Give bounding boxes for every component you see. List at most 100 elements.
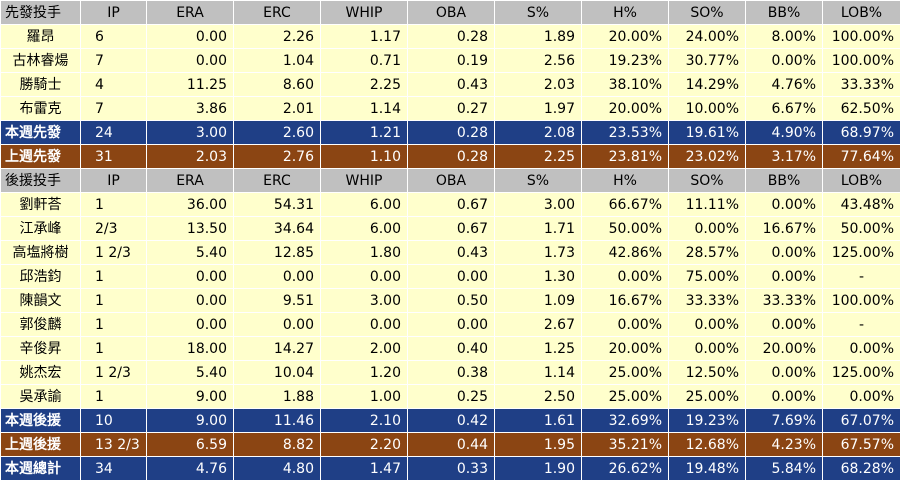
- cell-h-pct: 20.00%: [582, 97, 669, 121]
- cell-pitcher: 吳承諭: [1, 385, 81, 409]
- header-ip: IP: [81, 1, 147, 25]
- cell-s-pct: 2.67: [495, 313, 582, 337]
- cell-ip: 1 2/3: [81, 241, 147, 265]
- cell-era: 36.00: [147, 193, 234, 217]
- cell-pitcher: 羅昂: [1, 25, 81, 49]
- cell-lob-pct: 100.00%: [823, 25, 900, 49]
- cell-h-pct: 0.00%: [582, 265, 669, 289]
- cell-bb-pct: 0.00%: [746, 49, 823, 73]
- cell-era: 11.25: [147, 73, 234, 97]
- cell-s-pct: 1.89: [495, 25, 582, 49]
- header-h-pct: H%: [582, 1, 669, 25]
- cell-s-pct: 2.56: [495, 49, 582, 73]
- cell-s-pct: 1.97: [495, 97, 582, 121]
- cell-erc: 2.60: [234, 121, 321, 145]
- cell-pitcher: 姚杰宏: [1, 361, 81, 385]
- cell-bb-pct: 4.76%: [746, 73, 823, 97]
- cell-ip: 1 2/3: [81, 361, 147, 385]
- cell-era: 18.00: [147, 337, 234, 361]
- cell-lob-pct: 67.07%: [823, 409, 900, 433]
- cell-ip: 13 2/3: [81, 433, 147, 457]
- cell-erc: 4.80: [234, 457, 321, 481]
- header-whip: WHIP: [321, 169, 408, 193]
- cell-bb-pct: 0.00%: [746, 361, 823, 385]
- cell-pitcher: 郭俊麟: [1, 313, 81, 337]
- cell-oba: 0.00: [408, 265, 495, 289]
- cell-so-pct: 28.57%: [669, 241, 746, 265]
- cell-so-pct: 11.11%: [669, 193, 746, 217]
- cell-lob-pct: 33.33%: [823, 73, 900, 97]
- header-era: ERA: [147, 169, 234, 193]
- cell-erc: 8.60: [234, 73, 321, 97]
- cell-bb-pct: 20.00%: [746, 337, 823, 361]
- cell-oba: 0.43: [408, 241, 495, 265]
- cell-whip: 6.00: [321, 217, 408, 241]
- cell-erc: 54.31: [234, 193, 321, 217]
- cell-bb-pct: 0.00%: [746, 385, 823, 409]
- cell-era: 13.50: [147, 217, 234, 241]
- header-so-pct: SO%: [669, 1, 746, 25]
- cell-erc: 2.26: [234, 25, 321, 49]
- cell-erc: 1.88: [234, 385, 321, 409]
- cell-ip: 7: [81, 97, 147, 121]
- cell-erc: 0.00: [234, 313, 321, 337]
- cell-so-pct: 75.00%: [669, 265, 746, 289]
- cell-lob-pct: 68.28%: [823, 457, 900, 481]
- cell-h-pct: 0.00%: [582, 313, 669, 337]
- cell-erc: 8.82: [234, 433, 321, 457]
- cell-h-pct: 38.10%: [582, 73, 669, 97]
- cell-oba: 0.00: [408, 313, 495, 337]
- cell-bb-pct: 0.00%: [746, 193, 823, 217]
- cell-h-pct: 16.67%: [582, 289, 669, 313]
- cell-whip: 1.00: [321, 385, 408, 409]
- cell-lob-pct: 125.00%: [823, 361, 900, 385]
- cell-h-pct: 35.21%: [582, 433, 669, 457]
- cell-bb-pct: 4.23%: [746, 433, 823, 457]
- cell-pitcher: 辛俊昇: [1, 337, 81, 361]
- cell-oba: 0.40: [408, 337, 495, 361]
- cell-whip: 1.80: [321, 241, 408, 265]
- cell-bb-pct: 5.84%: [746, 457, 823, 481]
- cell-so-pct: 19.23%: [669, 409, 746, 433]
- cell-oba: 0.38: [408, 361, 495, 385]
- cell-whip: 3.00: [321, 289, 408, 313]
- cell-h-pct: 23.81%: [582, 145, 669, 169]
- cell-h-pct: 23.53%: [582, 121, 669, 145]
- cell-bb-pct: 0.00%: [746, 313, 823, 337]
- cell-lob-pct: 77.64%: [823, 145, 900, 169]
- cell-s-pct: 1.25: [495, 337, 582, 361]
- cell-whip: 6.00: [321, 193, 408, 217]
- cell-pitcher: 布雷克: [1, 97, 81, 121]
- cell-bb-pct: 8.00%: [746, 25, 823, 49]
- cell-whip: 1.10: [321, 145, 408, 169]
- cell-bb-pct: 6.67%: [746, 97, 823, 121]
- cell-oba: 0.67: [408, 217, 495, 241]
- cell-so-pct: 24.00%: [669, 25, 746, 49]
- cell-erc: 2.76: [234, 145, 321, 169]
- cell-bb-pct: 7.69%: [746, 409, 823, 433]
- cell-ip: 34: [81, 457, 147, 481]
- cell-era: 0.00: [147, 313, 234, 337]
- cell-oba: 0.43: [408, 73, 495, 97]
- cell-erc: 2.01: [234, 97, 321, 121]
- cell-lob-pct: 62.50%: [823, 97, 900, 121]
- cell-s-pct: 3.00: [495, 193, 582, 217]
- header-erc: ERC: [234, 169, 321, 193]
- cell-lob-pct: -: [823, 313, 900, 337]
- cell-whip: 2.10: [321, 409, 408, 433]
- cell-era: 5.40: [147, 241, 234, 265]
- cell-oba: 0.67: [408, 193, 495, 217]
